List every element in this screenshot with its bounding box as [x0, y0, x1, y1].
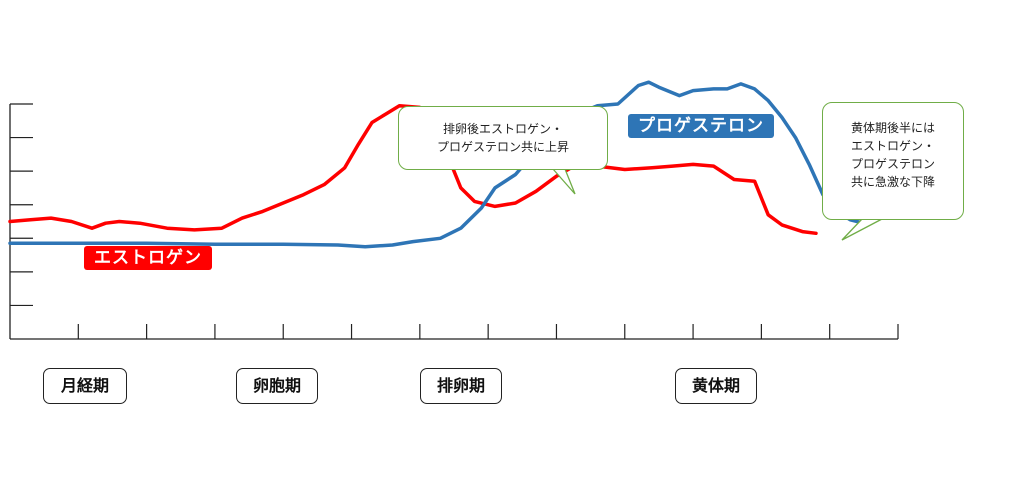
progesterone-line [8, 80, 866, 249]
bubble-1-tail [552, 168, 576, 195]
phase-label-follicular: 卵胞期 [236, 368, 318, 404]
bubble-2-tail [841, 218, 883, 241]
phase-label-menstrual: 月経期 [43, 368, 127, 404]
annotation-bubble-decline: 黄体期後半には エストロゲン・ プロゲステロン 共に急激な下降 [822, 102, 964, 220]
progesterone-label: プロゲステロン [628, 114, 774, 138]
estrogen-label: エストロゲン [84, 246, 212, 270]
phase-label-luteal: 黄体期 [675, 368, 757, 404]
phase-label-ovulation: 排卵期 [420, 368, 502, 404]
chart-axes [9, 103, 899, 340]
annotation-bubble-rise: 排卵後エストロゲン・ プロゲステロン共に上昇 [398, 106, 608, 170]
